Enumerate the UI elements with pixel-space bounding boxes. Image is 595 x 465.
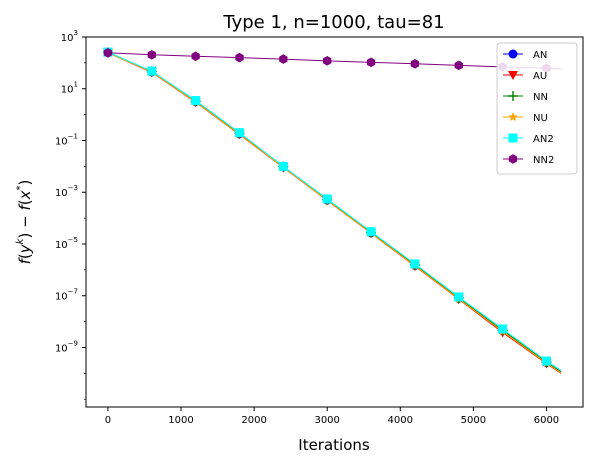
legend-label: NN xyxy=(533,92,548,103)
legend-label: AN2 xyxy=(533,134,554,145)
data-point-an2 xyxy=(234,128,244,138)
legend-label: NN2 xyxy=(533,155,554,166)
legend-item-nn2: NN2 xyxy=(503,154,554,166)
series-line-nu xyxy=(107,52,562,374)
legend-label: AN xyxy=(533,50,547,61)
y-tick-label: 10−7 xyxy=(55,288,78,303)
y-axis-title: f(yk) − f(x*) xyxy=(15,180,34,265)
legend-marker xyxy=(508,71,518,80)
y-tick-label: 103 xyxy=(61,29,78,44)
data-point-an2 xyxy=(278,161,288,171)
legend: AN AU NN NU AN2 NN2 xyxy=(496,42,578,175)
x-axis-title: Iterations xyxy=(298,436,370,454)
data-point-an2 xyxy=(454,292,464,302)
legend-label: NU xyxy=(533,113,548,124)
legend-item-nn: NN xyxy=(503,91,548,103)
legend-item-au: AU xyxy=(503,71,547,82)
data-point-nn2 xyxy=(323,56,332,66)
legend-marker xyxy=(508,91,518,101)
y-tick-label: 101 xyxy=(61,81,78,96)
data-point-nn2 xyxy=(454,60,463,71)
x-tick-label: 4000 xyxy=(388,415,413,426)
y-tick-label: 10−5 xyxy=(55,236,78,251)
x-tick-label: 3000 xyxy=(314,415,339,426)
data-point-an2 xyxy=(498,324,508,334)
data-point-nn2 xyxy=(103,48,113,58)
data-point-an2 xyxy=(322,194,332,204)
legend-item-nu: NU xyxy=(503,112,548,124)
data-point-an2 xyxy=(147,66,157,76)
legend-marker xyxy=(508,112,518,122)
x-tick-label: 5000 xyxy=(461,415,486,426)
x-tick-label: 6000 xyxy=(534,415,559,426)
data-point-an2 xyxy=(191,96,201,106)
legend-label: AU xyxy=(533,71,547,82)
chart-title: Type 1, n=1000, tau=81 xyxy=(222,12,444,33)
data-point-an2 xyxy=(410,259,420,269)
legend-marker xyxy=(508,133,518,143)
y-tick-label: 10−3 xyxy=(55,184,78,199)
plot-frame xyxy=(85,36,584,408)
data-point-nn2 xyxy=(410,59,420,69)
data-point-nn2 xyxy=(191,51,200,62)
series-line-nn xyxy=(107,51,562,373)
data-point-an2 xyxy=(541,356,551,366)
data-point-nn2 xyxy=(279,54,288,64)
x-tick-label: 1000 xyxy=(168,415,193,426)
x-tick-label: 0 xyxy=(105,415,111,426)
data-point-an2 xyxy=(366,227,376,237)
data-point-nn2 xyxy=(366,57,376,68)
x-tick-label: 2000 xyxy=(241,415,266,426)
legend-item-an2: AN2 xyxy=(503,133,554,145)
series-line-an2 xyxy=(107,51,562,371)
y-tick-label: 10−1 xyxy=(55,132,78,147)
legend-marker xyxy=(508,154,518,164)
y-tick-label: 10−9 xyxy=(55,339,78,354)
data-point-nn2 xyxy=(235,52,244,63)
legend-marker xyxy=(508,49,518,59)
legend-item-an: AN xyxy=(503,49,547,61)
data-point-nn2 xyxy=(147,50,156,60)
